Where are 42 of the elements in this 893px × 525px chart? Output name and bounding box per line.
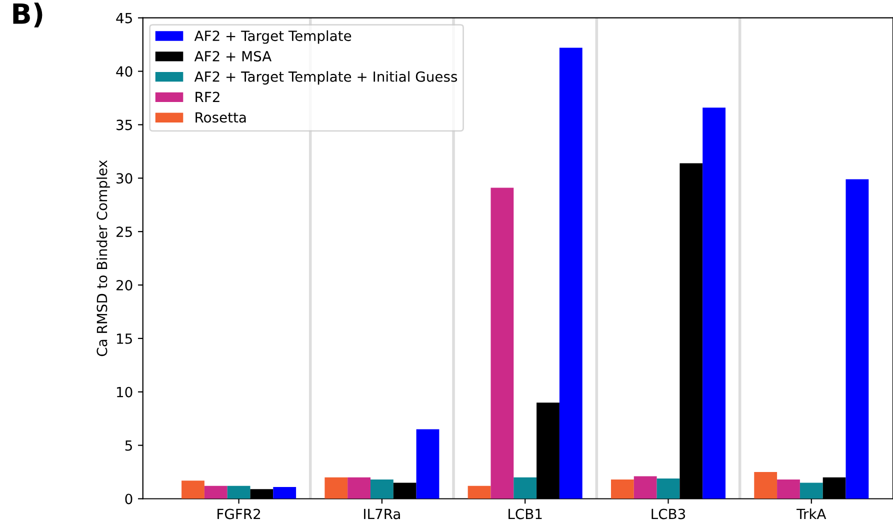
legend-label: AF2 + Target Template	[194, 30, 352, 44]
bar	[370, 480, 394, 499]
legend-label: AF2 + MSA	[194, 50, 272, 62]
bar	[634, 476, 657, 499]
bar	[204, 486, 228, 499]
bar	[610, 480, 634, 499]
bar	[182, 480, 204, 499]
bar	[490, 188, 514, 499]
x-tick-label: IL7Ra	[364, 508, 400, 520]
x-tick-label: TrkA	[796, 508, 826, 520]
legend-label: AF2 + Target Template + Initial Guess	[194, 71, 458, 85]
legend-label: Rosetta	[196, 112, 246, 123]
bar	[656, 478, 680, 499]
x-tick-label: LCB3	[652, 508, 686, 520]
y-tick-label: 20	[116, 280, 132, 290]
bar	[559, 48, 582, 499]
x-tick-label: FGFR2	[218, 508, 260, 520]
bar	[702, 108, 726, 499]
x-tick-label: LCB1	[508, 508, 542, 520]
bar	[468, 486, 491, 499]
bar	[273, 486, 296, 499]
bar	[227, 486, 250, 499]
y-axis-title: Ca RMSD to Binder Complex	[96, 160, 110, 356]
y-tick-label: 25	[116, 226, 132, 238]
y-tick-label: 5	[125, 440, 132, 451]
legend-label: RF2	[196, 92, 220, 102]
bar	[777, 480, 800, 499]
bar	[846, 179, 869, 499]
bar	[514, 477, 537, 499]
y-tick-label: 15	[117, 334, 132, 344]
bar	[416, 429, 440, 499]
y-tick-label: 35	[116, 120, 132, 130]
bar	[800, 482, 823, 499]
y-tick-label: 30	[116, 173, 132, 184]
bar	[348, 477, 370, 499]
y-tick-label: 0	[125, 494, 132, 504]
bar	[754, 472, 778, 499]
y-tick-label: 40	[116, 66, 132, 77]
y-tick-label: 45	[116, 13, 132, 24]
text: B)	[13, 2, 42, 28]
bar	[324, 477, 348, 499]
y-tick-label: 10	[117, 386, 132, 398]
